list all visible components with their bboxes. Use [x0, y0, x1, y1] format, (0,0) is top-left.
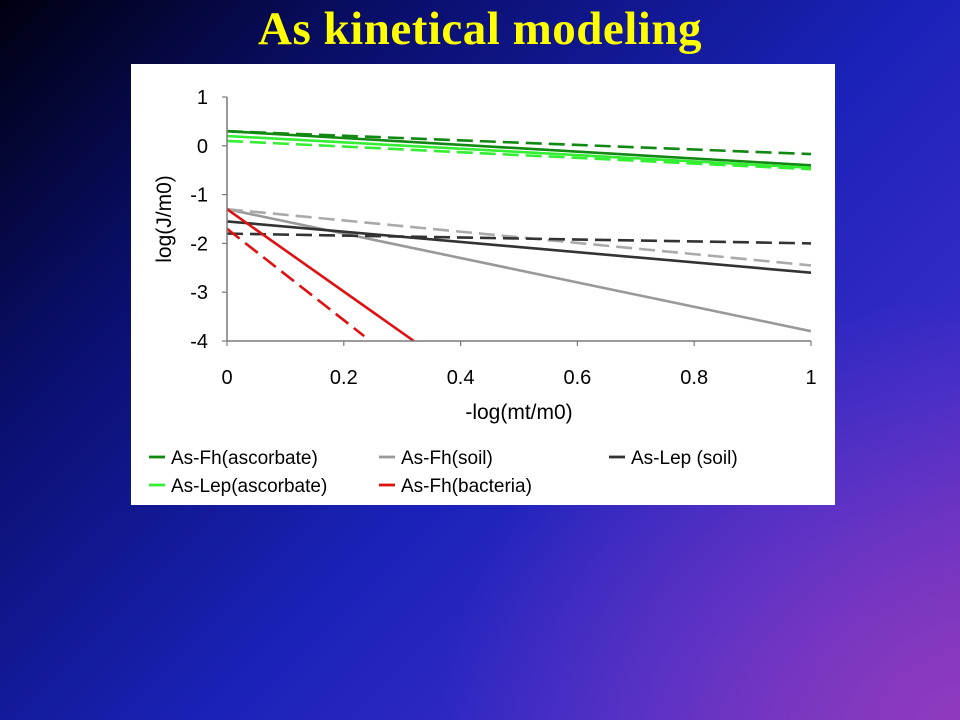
y-axis-title: log(J/m0)	[153, 175, 176, 263]
series-line-9-dashed	[227, 227, 366, 338]
series-line-8-solid	[227, 208, 415, 341]
slide-title: As kinetical modeling	[258, 3, 702, 55]
series-layer	[227, 129, 811, 341]
y-tick-label: 0	[197, 136, 208, 158]
tick-layer: 0 0.2 0.4 0.6 0.8 1 1 0 -1 -2 -3 -4	[190, 87, 816, 389]
series-line-3-dashed	[227, 207, 811, 267]
legend-label: As-Fh(ascorbate)	[171, 448, 318, 469]
y-tick-label: -3	[190, 282, 208, 304]
legend-label: As-Fh(soil)	[401, 448, 493, 469]
legend-label: As-Lep (soil)	[631, 448, 738, 469]
x-tick-label: 0.6	[563, 367, 591, 389]
series-line-7-dashed	[227, 139, 811, 171]
series-line-4-solid	[227, 220, 811, 274]
x-axis-title: -log(mt/m0)	[465, 401, 572, 424]
y-tick-label: -4	[190, 331, 208, 353]
x-tick-label: 0.4	[447, 367, 475, 389]
y-tick-label: 1	[197, 87, 208, 109]
series-line-0-solid	[227, 129, 811, 167]
chart-panel: 0 0.2 0.4 0.6 0.8 1 1 0 -1 -2 -3 -4 -log(mt/m0) log…	[131, 64, 835, 505]
series-line-1-dashed	[227, 129, 811, 156]
x-tick-label: 1	[805, 367, 816, 389]
x-tick-label: 0.2	[330, 367, 358, 389]
series-line-6-solid	[227, 134, 811, 170]
legend: As-Fh(ascorbate) As-Fh(soil) As-Lep (soil)…	[149, 448, 738, 497]
series-line-5-dashed	[227, 232, 811, 245]
x-tick-label: 0.8	[680, 367, 708, 389]
x-tick-label: 0	[221, 367, 232, 389]
y-tick-label: -2	[190, 233, 208, 255]
y-tick-label: -1	[190, 185, 208, 207]
line-chart: 0 0.2 0.4 0.6 0.8 1 1 0 -1 -2 -3 -4 -log(mt/m0) log…	[149, 87, 817, 497]
legend-label: As-Lep(ascorbate)	[171, 476, 327, 497]
legend-label: As-Fh(bacteria)	[401, 476, 532, 497]
